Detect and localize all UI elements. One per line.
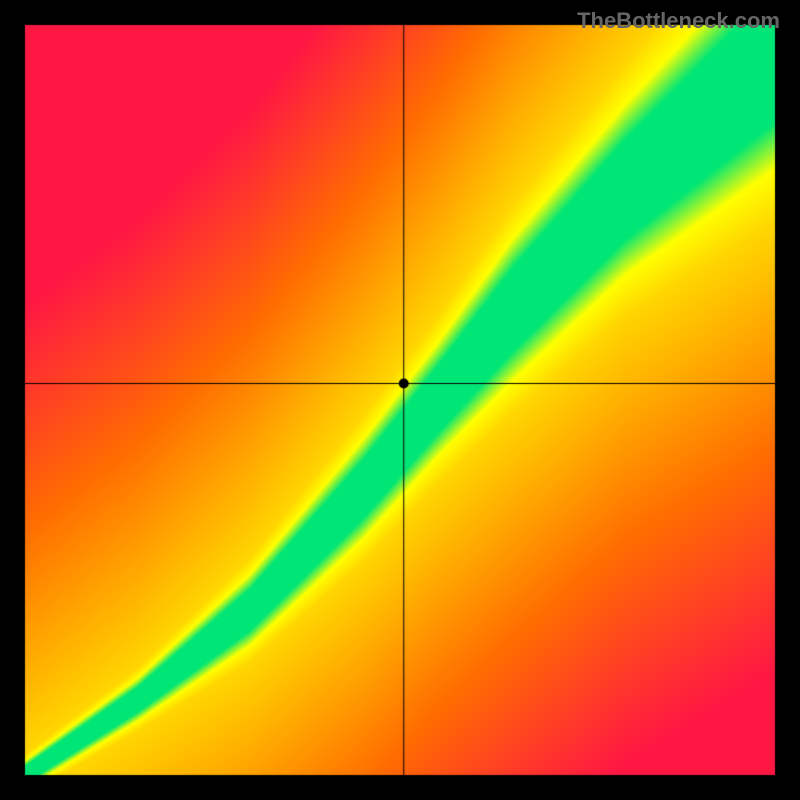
bottleneck-heatmap-chart: TheBottleneck.com [0, 0, 800, 800]
watermark-text: TheBottleneck.com [577, 8, 780, 34]
heatmap-canvas [0, 0, 800, 800]
